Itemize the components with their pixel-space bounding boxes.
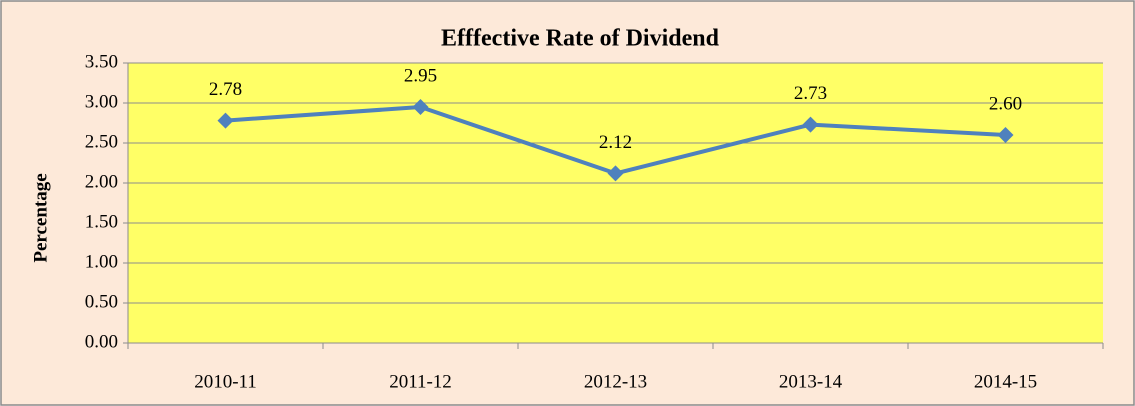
data-label: 2.95 — [404, 65, 437, 86]
y-tick-label: 2.50 — [85, 131, 118, 152]
data-point — [802, 116, 819, 133]
y-axis-label: Percentage — [30, 173, 51, 262]
data-label: 2.78 — [209, 79, 242, 100]
x-tick-label: 2013-14 — [779, 371, 843, 392]
chart-title: Efffective Rate of Dividend — [441, 26, 720, 52]
data-point — [217, 112, 234, 129]
data-point — [412, 99, 429, 115]
x-tick-label: 2014-15 — [974, 371, 1037, 392]
plot-area — [128, 63, 1103, 343]
data-label: 2.12 — [599, 132, 632, 153]
x-tick-label: 2012-13 — [584, 371, 647, 392]
y-tick-label: 2.00 — [85, 171, 118, 192]
x-tick-label: 2010-11 — [194, 371, 257, 392]
y-tick-label: 1.50 — [85, 211, 118, 232]
data-label: 2.73 — [794, 83, 827, 104]
data-point — [607, 165, 624, 182]
y-tick-label: 0.00 — [85, 331, 118, 352]
y-tick-label: 3.00 — [85, 91, 118, 112]
y-tick-label: 0.50 — [85, 291, 118, 312]
data-label: 2.60 — [989, 93, 1022, 114]
y-tick-label: 1.00 — [85, 251, 118, 272]
data-point — [997, 127, 1014, 143]
x-tick-label: 2011-12 — [389, 371, 452, 392]
y-tick-label: 3.50 — [85, 51, 118, 72]
